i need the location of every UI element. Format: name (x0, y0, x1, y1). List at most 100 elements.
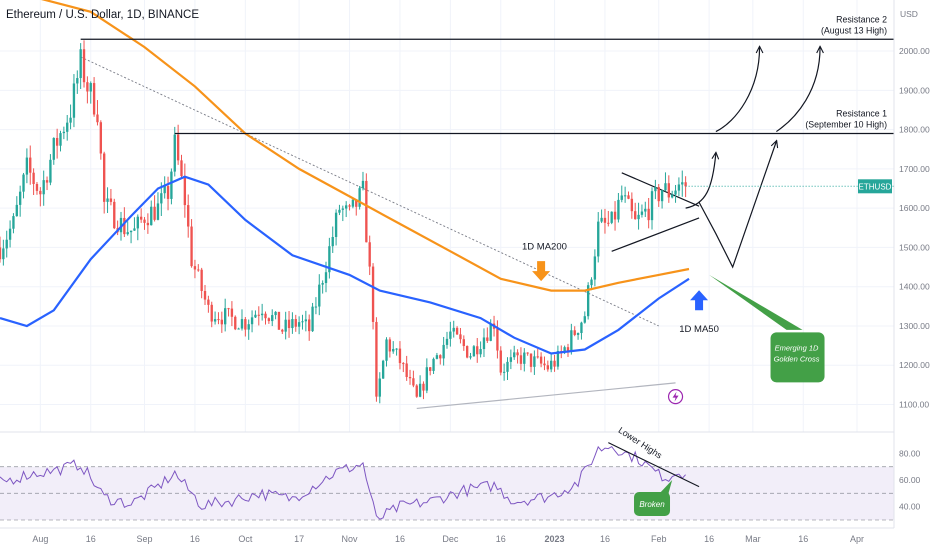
candle-body (603, 217, 607, 223)
candle-body (368, 242, 371, 267)
candle-body (425, 367, 429, 391)
rsi-tick-label: 40.00 (899, 502, 921, 512)
candle-body (240, 319, 244, 329)
candle-body (365, 180, 368, 243)
candle-body (576, 333, 580, 335)
candle-body (617, 199, 620, 220)
candle-body (5, 239, 8, 249)
candle-body (657, 187, 660, 202)
candle-body (284, 319, 287, 332)
golden-cross-text: Golden Cross (774, 354, 820, 363)
ma-line-1d-ma200 (40, 0, 690, 292)
candle-body (210, 304, 213, 322)
broken-label: Broken (639, 500, 665, 509)
candle-body (432, 358, 435, 371)
candle-body (509, 357, 513, 362)
candle-body (96, 114, 99, 123)
x-tick-label: Aug (32, 534, 48, 544)
candle-body (294, 319, 297, 327)
candle-body (119, 217, 123, 233)
candle-body (89, 83, 92, 92)
x-tick-label: 16 (798, 534, 808, 544)
rsi-tick-label: 80.00 (899, 448, 921, 458)
candle-body (29, 157, 32, 173)
candle-body (627, 195, 630, 199)
candle-body (600, 217, 603, 222)
candle-body (381, 360, 385, 379)
moving-averages (0, 0, 690, 355)
candle-body (402, 363, 405, 365)
candle-body (516, 352, 519, 356)
candle-body (660, 190, 664, 202)
candle-body (49, 159, 52, 183)
candle-body (2, 248, 5, 260)
candle-body (224, 308, 227, 325)
candle-body (136, 216, 139, 229)
time-axis[interactable] (0, 528, 894, 550)
candle-body (469, 356, 472, 358)
candle-body (634, 211, 637, 220)
candle-body (187, 205, 190, 227)
candle-body (180, 160, 183, 177)
candle-body (476, 346, 479, 355)
candle-body (321, 283, 324, 285)
ma50-arrow (690, 290, 709, 311)
price-pane[interactable] (0, 0, 894, 432)
y-tick-label: 1100.00 (899, 400, 929, 410)
candle-body (513, 352, 516, 358)
candle-body (260, 313, 264, 316)
candle-body (607, 222, 610, 224)
candle-body (32, 172, 35, 185)
y-tick-label: 1200.00 (899, 360, 930, 370)
candle-body (271, 315, 274, 322)
y-tick-label: 1800.00 (899, 125, 930, 135)
rsi-pane[interactable] (0, 432, 894, 528)
candle-body (176, 134, 180, 161)
candle-body (193, 266, 197, 270)
candle-body (671, 194, 674, 198)
candle-body (62, 131, 66, 134)
candle-body (35, 184, 39, 191)
candle-body (227, 308, 230, 310)
candle-body (139, 216, 143, 220)
candle-body (190, 226, 193, 267)
candle-body (358, 188, 361, 207)
candle-body (472, 346, 476, 357)
candle-body (123, 217, 126, 235)
rsi-line (0, 445, 686, 520)
x-tick-label: Nov (342, 534, 359, 544)
candle-body (435, 355, 439, 359)
candle-body (392, 348, 395, 352)
x-tick-label: Mar (745, 534, 761, 544)
candle-body (539, 356, 543, 364)
candle-body (623, 195, 627, 197)
candle-body (338, 209, 341, 213)
candle-body (486, 337, 489, 341)
candle-body (647, 208, 650, 221)
candle-body (586, 285, 590, 317)
x-tick-label: 16 (86, 534, 96, 544)
candle-body (408, 377, 412, 379)
candle-body (129, 230, 133, 233)
candle-body (203, 290, 207, 300)
candle-body (318, 284, 321, 307)
candle-body (42, 180, 45, 195)
candle-body (550, 360, 553, 370)
candle-body (640, 211, 644, 215)
candle-body (418, 383, 422, 397)
candle-body (455, 327, 459, 335)
candle-body (422, 383, 425, 391)
candle-body (133, 228, 136, 231)
candle-body (220, 319, 223, 325)
projected-arrow (685, 153, 716, 209)
candle-body (667, 183, 670, 198)
candle-body (439, 355, 442, 359)
candle-body (59, 133, 62, 146)
candle-body (630, 198, 634, 212)
y-tick-label: 1600.00 (899, 203, 930, 213)
price-axis[interactable] (894, 0, 932, 528)
candle-body (254, 314, 257, 318)
candle-body (348, 205, 351, 207)
candle-body (197, 269, 200, 271)
